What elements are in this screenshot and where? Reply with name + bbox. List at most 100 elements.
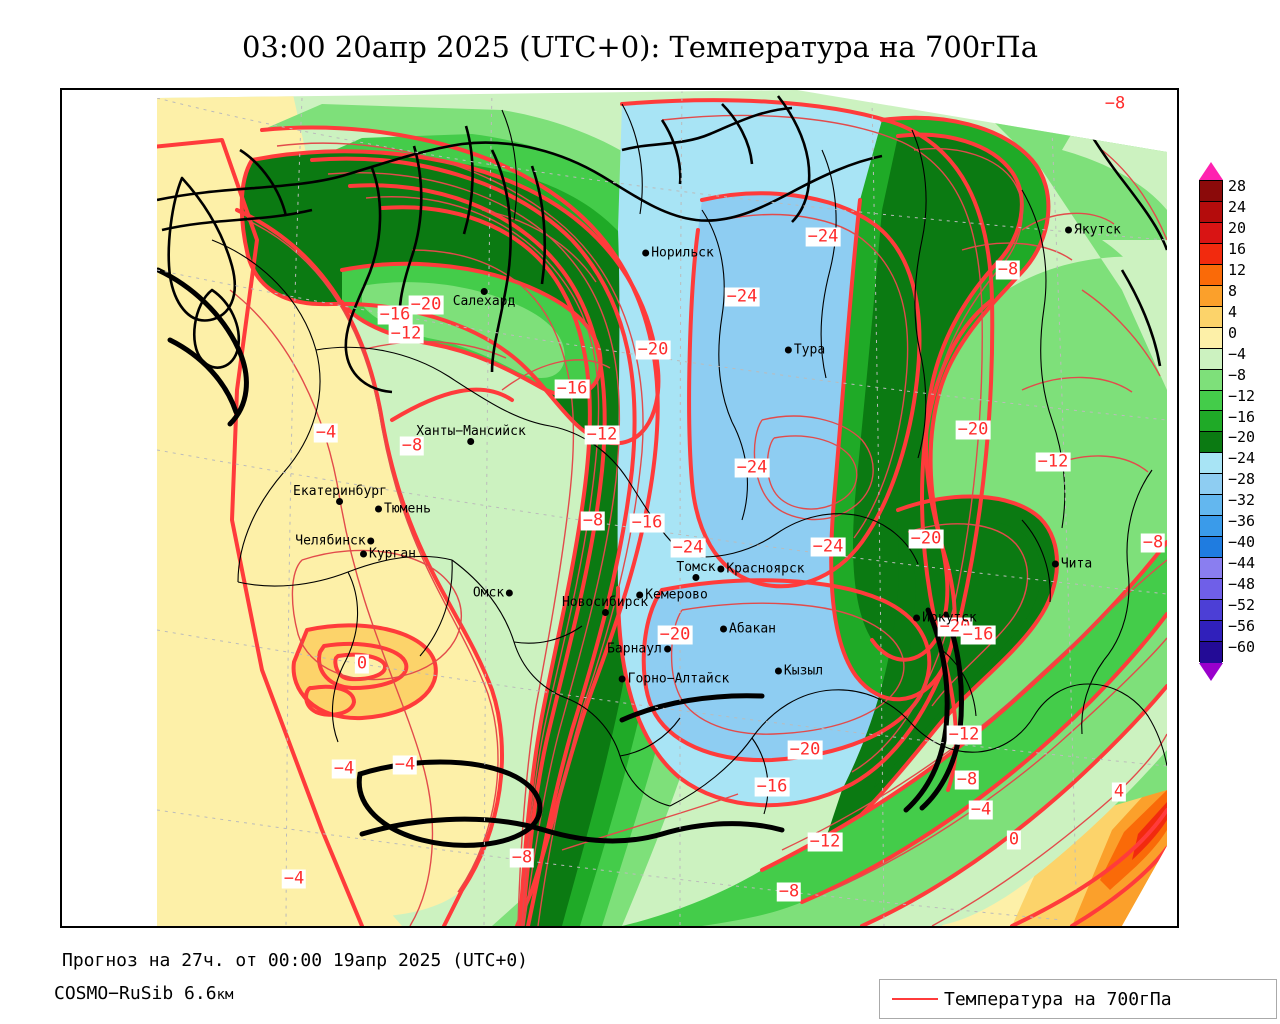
city-marker-dot	[375, 505, 383, 513]
colorbar-tick-20: 20	[1228, 218, 1247, 237]
contour-label: −20	[955, 419, 991, 440]
colorbar-tick-8: 8	[1228, 281, 1238, 300]
contour-label: −8	[399, 435, 425, 456]
colorbar-band--32	[1200, 495, 1222, 517]
city-marker: Норильск	[642, 247, 714, 260]
colorbar-tick--20: −20	[1228, 428, 1256, 447]
city-marker: Ханты−Мансийск	[416, 425, 526, 445]
colorbar-tick--60: −60	[1228, 638, 1256, 657]
city-marker-dot	[367, 537, 375, 545]
city-marker: Салехард	[452, 288, 516, 309]
city-marker: Кемерово	[636, 589, 708, 602]
colorbar-band--12	[1200, 390, 1222, 412]
contour-label: −8	[995, 259, 1021, 280]
contour-label: −16	[960, 624, 996, 645]
city-marker-dot	[1065, 226, 1073, 234]
city-marker-dot	[636, 591, 644, 599]
city-marker-dot	[618, 675, 626, 683]
colorbar-band--24	[1200, 453, 1222, 475]
city-label: Норильск	[651, 245, 714, 261]
colorbar-over-arrow	[1199, 162, 1223, 180]
colorbar-tick-16: 16	[1228, 239, 1247, 258]
city-label: Салехард	[452, 294, 516, 309]
city-marker: Томск	[676, 561, 716, 581]
city-marker: Тюмень	[375, 503, 431, 516]
contour-label: −12	[807, 831, 843, 852]
city-marker-dot	[692, 574, 700, 581]
contour-label: −20	[635, 339, 671, 360]
weather-map[interactable]: −8 −24 −8 −24 −16 −20 −12 −20 −16 −4 −8 −12 −20 −12 −2…	[60, 88, 1179, 928]
city-marker-dot	[642, 249, 650, 257]
city-label: Ханты−Мансийск	[416, 424, 526, 439]
city-label: Кызыл	[783, 663, 824, 679]
city-marker: Омск	[473, 587, 514, 600]
forecast-info: Прогноз на 27ч. от 00:00 19апр 2025 (UTC…	[62, 950, 528, 971]
city-label: Новосибирск	[561, 595, 649, 610]
colorbar-tick-12: 12	[1228, 260, 1247, 279]
colorbar-tick--16: −16	[1228, 407, 1256, 426]
colorbar-band--44	[1200, 558, 1222, 580]
city-marker: Якутск	[1065, 224, 1121, 237]
contour-label: −8	[509, 847, 535, 868]
contour-label: −4	[392, 754, 418, 775]
city-marker-dot	[480, 288, 488, 295]
city-label: Барнаул	[607, 641, 662, 657]
contour-label: −20	[408, 294, 444, 315]
model-info: COSMO−RuSib 6.6км	[54, 983, 233, 1004]
colorbar-band--52	[1200, 600, 1222, 622]
colorbar-band--56	[1200, 621, 1222, 642]
contour-label: −24	[724, 286, 760, 307]
contour-label: −8	[776, 881, 802, 902]
colorbar-tick--32: −32	[1228, 491, 1256, 510]
colorbar-band-8	[1200, 285, 1222, 307]
colorbar-tick-4: 4	[1228, 302, 1238, 321]
city-marker: Горно−Алтайск	[618, 671, 730, 687]
contour-label: −12	[388, 323, 424, 344]
contour-label: −24	[805, 226, 841, 247]
contour-label: −4	[313, 422, 339, 443]
city-label: Абакан	[729, 621, 776, 637]
contour-label: −12	[946, 724, 982, 745]
colorbar-tick--44: −44	[1228, 554, 1256, 573]
colorbar-tick-labels: 28 24 20 16 12 8 4 0 −4 −8 −12 −16 −20 −24 −28 −32 −36 −4…	[1228, 168, 1278, 678]
legend-box: Температура на 700гПа	[879, 979, 1277, 1019]
contour-label: −24	[670, 537, 706, 558]
colorbar-tick--40: −40	[1228, 533, 1256, 552]
city-label: Иркутск	[922, 610, 977, 626]
city-label: Якутск	[1074, 222, 1121, 238]
contour-label: −8	[580, 510, 606, 531]
colorbar-tick--12: −12	[1228, 386, 1256, 405]
contour-label: −16	[554, 378, 590, 399]
city-marker-dot	[360, 550, 368, 558]
colorbar-tick--48: −48	[1228, 575, 1256, 594]
contour-label: −8	[1102, 93, 1128, 114]
contour-label: −16	[754, 776, 790, 797]
colorbar-band-12	[1200, 264, 1222, 286]
city-marker: Тура	[784, 344, 825, 357]
city-marker-dot	[1051, 560, 1059, 568]
city-label: Красноярск	[726, 561, 805, 577]
city-label: Горно−Алтайск	[627, 671, 730, 687]
colorbar-tick--36: −36	[1228, 512, 1256, 531]
city-marker-dot	[774, 667, 782, 675]
city-label: Чита	[1060, 556, 1093, 572]
city-marker: Иркутск	[913, 612, 977, 625]
colorbar-band--48	[1200, 579, 1222, 601]
city-label: Кемерово	[645, 587, 708, 603]
colorbar-tick--28: −28	[1228, 470, 1256, 489]
city-label: Тюмень	[384, 501, 431, 517]
colorbar-tick-28: 28	[1228, 177, 1247, 195]
colorbar-tick--52: −52	[1228, 596, 1256, 615]
colorbar-band--20	[1200, 432, 1222, 454]
city-marker-dot	[663, 645, 671, 653]
city-marker: Чита	[1051, 556, 1093, 572]
page-title: 03:00 20апр 2025 (UTC+0): Температура на…	[242, 30, 1038, 64]
colorbar-under-arrow	[1199, 663, 1223, 681]
contour-label: −4	[281, 868, 307, 889]
contour-label: −24	[734, 457, 770, 478]
temperature-colorbar	[1199, 180, 1223, 663]
legend-label: Температура на 700гПа	[944, 988, 1172, 1010]
contour-label: 4	[1111, 781, 1127, 802]
contour-label: −24	[810, 536, 846, 557]
contour-label: −20	[787, 739, 823, 760]
